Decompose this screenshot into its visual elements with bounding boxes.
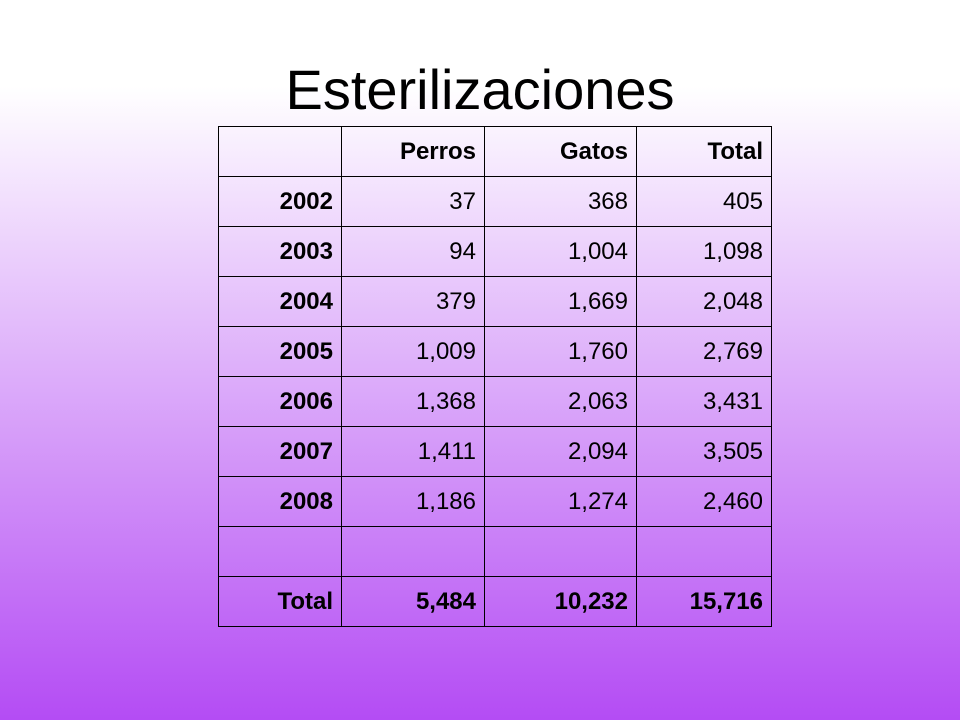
row-label: 2003 — [218, 226, 342, 277]
data-row: 2007 1,411 2,094 3,505 — [218, 426, 772, 477]
row-label: Total — [218, 576, 342, 627]
data-cell: 37 — [341, 176, 485, 227]
empty-cell — [484, 526, 637, 577]
header-cell: Perros — [341, 126, 485, 177]
table: Perros Gatos Total 2002 37 368 405 2003 94 1,004 1… — [218, 126, 772, 627]
header-cell: Gatos — [484, 126, 637, 177]
header-cell — [218, 126, 342, 177]
title: Esterilizaciones — [285, 58, 675, 121]
total-cell: 15,716 — [636, 576, 772, 627]
row-label: 2008 — [218, 476, 342, 527]
data-cell: 1,009 — [341, 326, 485, 377]
total-row: Total 5,484 10,232 15,716 — [218, 576, 772, 627]
total-cell: 10,232 — [484, 576, 637, 627]
row-label: 2002 — [218, 176, 342, 227]
empty-cell — [341, 526, 485, 577]
data-row: 2006 1,368 2,063 3,431 — [218, 376, 772, 427]
data-cell: 1,098 — [636, 226, 772, 277]
data-cell: 2,063 — [484, 376, 637, 427]
data-row: 2005 1,009 1,760 2,769 — [218, 326, 772, 377]
data-row: 2003 94 1,004 1,098 — [218, 226, 772, 277]
data-cell: 379 — [341, 276, 485, 327]
header-cell: Total — [636, 126, 772, 177]
data-cell: 1,368 — [341, 376, 485, 427]
data-cell: 94 — [341, 226, 485, 277]
total-cell: 5,484 — [341, 576, 485, 627]
row-label: 2004 — [218, 276, 342, 327]
data-cell: 2,769 — [636, 326, 772, 377]
data-cell: 1,411 — [341, 426, 485, 477]
header-row: Perros Gatos Total — [218, 126, 772, 177]
data-cell: 1,186 — [341, 476, 485, 527]
row-label: 2006 — [218, 376, 342, 427]
data-cell: 1,760 — [484, 326, 637, 377]
data-cell: 1,669 — [484, 276, 637, 327]
data-cell: 368 — [484, 176, 637, 227]
data-cell: 2,094 — [484, 426, 637, 477]
data-row: 2004 379 1,669 2,048 — [218, 276, 772, 327]
data-cell: 3,505 — [636, 426, 772, 477]
empty-row — [218, 526, 772, 577]
data-cell: 3,431 — [636, 376, 772, 427]
data-cell: 2,048 — [636, 276, 772, 327]
row-label: 2005 — [218, 326, 342, 377]
data-cell: 1,274 — [484, 476, 637, 527]
data-cell: 2,460 — [636, 476, 772, 527]
empty-cell — [636, 526, 772, 577]
data-row: 2008 1,186 1,274 2,460 — [218, 476, 772, 527]
data-cell: 1,004 — [484, 226, 637, 277]
data-cell: 405 — [636, 176, 772, 227]
table-body: Perros Gatos Total 2002 37 368 405 2003 94 1,004 1… — [218, 126, 772, 627]
data-row: 2002 37 368 405 — [218, 176, 772, 227]
row-label: 2007 — [218, 426, 342, 477]
empty-cell — [218, 526, 342, 577]
